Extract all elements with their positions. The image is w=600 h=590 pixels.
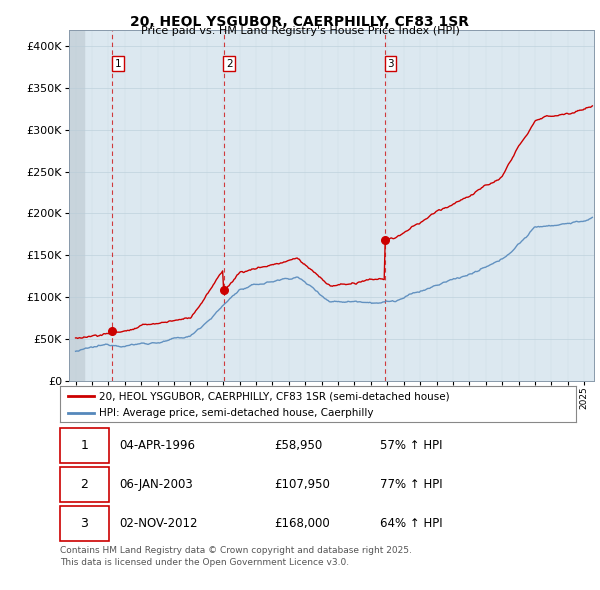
Text: 64% ↑ HPI: 64% ↑ HPI — [380, 517, 443, 530]
Bar — [67, 30, 85, 381]
Text: HPI: Average price, semi-detached house, Caerphilly: HPI: Average price, semi-detached house,… — [98, 408, 373, 418]
Text: £58,950: £58,950 — [274, 439, 322, 452]
Text: Price paid vs. HM Land Registry's House Price Index (HPI): Price paid vs. HM Land Registry's House … — [140, 26, 460, 36]
Text: 06-JAN-2003: 06-JAN-2003 — [119, 478, 193, 491]
Text: 20, HEOL YSGUBOR, CAERPHILLY, CF83 1SR (semi-detached house): 20, HEOL YSGUBOR, CAERPHILLY, CF83 1SR (… — [98, 391, 449, 401]
Text: 02-NOV-2012: 02-NOV-2012 — [119, 517, 198, 530]
FancyBboxPatch shape — [60, 506, 109, 541]
Text: Contains HM Land Registry data © Crown copyright and database right 2025.
This d: Contains HM Land Registry data © Crown c… — [60, 546, 412, 567]
Text: 77% ↑ HPI: 77% ↑ HPI — [380, 478, 443, 491]
Text: 04-APR-1996: 04-APR-1996 — [119, 439, 196, 452]
Text: 3: 3 — [387, 59, 394, 69]
FancyBboxPatch shape — [60, 428, 109, 463]
FancyBboxPatch shape — [60, 467, 109, 502]
Text: 3: 3 — [80, 517, 88, 530]
Text: £107,950: £107,950 — [274, 478, 330, 491]
Text: 1: 1 — [80, 439, 88, 452]
Text: 20, HEOL YSGUBOR, CAERPHILLY, CF83 1SR: 20, HEOL YSGUBOR, CAERPHILLY, CF83 1SR — [131, 15, 470, 29]
Text: 2: 2 — [80, 478, 88, 491]
Text: 2: 2 — [226, 59, 233, 69]
Text: 57% ↑ HPI: 57% ↑ HPI — [380, 439, 442, 452]
Text: £168,000: £168,000 — [274, 517, 330, 530]
Text: 1: 1 — [115, 59, 122, 69]
